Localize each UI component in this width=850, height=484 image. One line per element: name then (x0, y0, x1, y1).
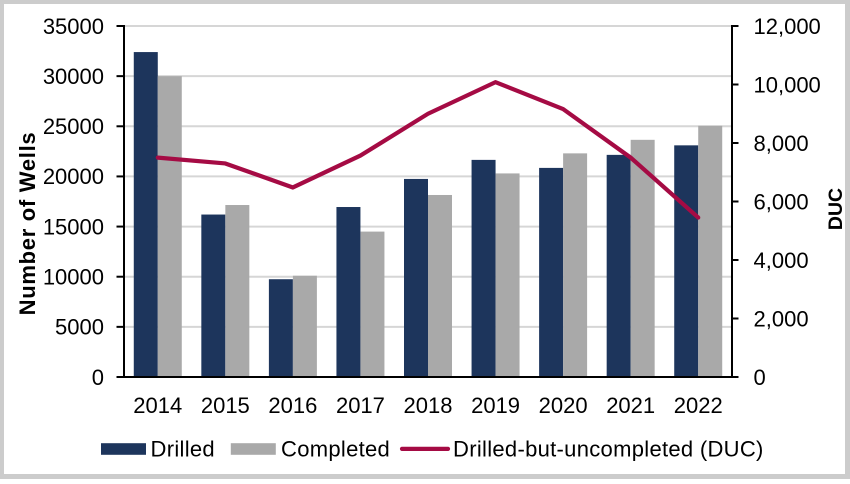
svg-text:2015: 2015 (201, 393, 250, 418)
svg-text:Number of Wells: Number of Wells (15, 132, 40, 316)
svg-text:15000: 15000 (43, 214, 104, 239)
svg-text:2022: 2022 (674, 393, 723, 418)
svg-text:2,000: 2,000 (754, 306, 809, 331)
svg-text:Drilled-but-uncompleted (DUC): Drilled-but-uncompleted (DUC) (453, 437, 764, 462)
svg-text:2017: 2017 (336, 393, 385, 418)
svg-text:0: 0 (754, 365, 766, 390)
svg-text:2018: 2018 (404, 393, 453, 418)
svg-text:Completed: Completed (281, 437, 390, 462)
svg-text:10,000: 10,000 (754, 72, 821, 97)
svg-text:8,000: 8,000 (754, 131, 809, 156)
svg-text:2019: 2019 (471, 393, 520, 418)
svg-text:4,000: 4,000 (754, 248, 809, 273)
svg-text:12,000: 12,000 (754, 14, 821, 39)
svg-text:30000: 30000 (43, 64, 104, 89)
svg-text:25000: 25000 (43, 114, 104, 139)
svg-text:35000: 35000 (43, 14, 104, 39)
svg-text:0: 0 (92, 365, 104, 390)
svg-text:DUC: DUC (825, 188, 847, 230)
svg-text:10000: 10000 (43, 265, 104, 290)
svg-text:6,000: 6,000 (754, 189, 809, 214)
svg-text:Drilled: Drilled (151, 437, 215, 462)
svg-text:20000: 20000 (43, 164, 104, 189)
svg-text:5000: 5000 (55, 315, 104, 340)
svg-text:2014: 2014 (133, 393, 182, 418)
svg-text:2021: 2021 (606, 393, 655, 418)
svg-text:2016: 2016 (268, 393, 317, 418)
svg-text:2020: 2020 (539, 393, 588, 418)
